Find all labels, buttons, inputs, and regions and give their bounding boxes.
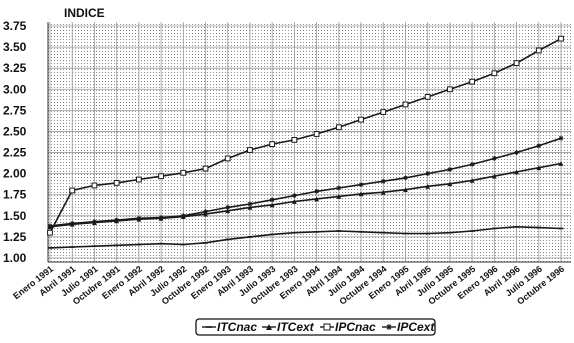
- series-ipcext-point: [269, 197, 275, 203]
- series-ipcnac-point: [380, 109, 387, 115]
- series-ipcnac-point: [180, 169, 187, 176]
- y-tick-label: 3.75: [3, 19, 27, 33]
- series-ipcext-line: [49, 137, 562, 227]
- series-ipcnac-point: [402, 101, 409, 108]
- series-itcext-point: [269, 202, 275, 208]
- series-itcext-point: [447, 181, 453, 187]
- series-ipcext-point: [558, 135, 564, 141]
- series-ipcnac-point: [491, 70, 498, 77]
- series-ipcnac-line: [49, 37, 562, 234]
- series-ipcnac-point: [335, 124, 342, 131]
- series-itcext-point: [314, 196, 320, 202]
- series-itcext-point: [536, 165, 542, 171]
- series-ipcnac-point: [424, 93, 431, 100]
- series-ipcext-point: [447, 167, 453, 172]
- series-itcext-line: [49, 162, 562, 228]
- y-tick-label: 3.25: [3, 61, 27, 75]
- series-ipcnac-point: [69, 187, 76, 194]
- series-ipcext-point: [136, 215, 142, 221]
- series-ipcnac-point: [358, 116, 364, 123]
- y-axis: 3.75 3.50 3.25 3.00 2.75 2.50 2.25 2.00 1.75 1.50…: [3, 19, 49, 265]
- series-ipcext-point: [403, 175, 408, 181]
- series-ipcext-point: [203, 209, 208, 214]
- series-ipcnac-point: [135, 176, 142, 183]
- y-tick-label: 1.00: [3, 251, 27, 265]
- series-lines: [47, 35, 564, 249]
- y-tick-label: 1.75: [3, 188, 27, 202]
- series-ipcext-point: [536, 143, 542, 149]
- series-ipcext-point: [225, 204, 231, 210]
- series-itcext-point: [225, 208, 231, 214]
- series-ipcnac-point: [469, 78, 476, 85]
- series-ipcext-point: [247, 201, 253, 207]
- series-itcext-point: [425, 183, 431, 189]
- series-ipcnac-point: [558, 35, 564, 42]
- chart-title: INDICE: [64, 6, 105, 20]
- series-itcext-point: [291, 199, 297, 204]
- series-ipcext-point: [425, 171, 431, 177]
- series-itcext-point: [469, 177, 475, 183]
- y-tick-label: 2.25: [3, 146, 27, 160]
- series-ipcext-point: [491, 156, 497, 161]
- legend-itcnac-label: ITCnac: [217, 320, 257, 334]
- y-tick-label: 3.50: [3, 40, 27, 54]
- legend-ipcext-label: IPCext: [397, 320, 435, 334]
- series-ipcext-point: [180, 213, 186, 219]
- legend: ITCnac ITCext IPCnac IPCext: [195, 318, 436, 336]
- series-ipcnac-point: [291, 136, 298, 143]
- series-ipcnac-point: [113, 180, 120, 186]
- series-ipcnac-point: [158, 173, 164, 180]
- series-ipcnac-point: [535, 47, 542, 54]
- series-ipcext-point: [47, 223, 53, 229]
- series-ipcnac-point: [447, 86, 453, 93]
- legend-ipcnac-marker: [323, 323, 331, 331]
- series-itcext-point: [558, 161, 564, 166]
- series-ipcnac-point: [313, 131, 320, 137]
- series-ipcext-point: [314, 188, 320, 194]
- legend-itcext-label: ITCext: [277, 320, 315, 334]
- series-ipcext-point: [514, 150, 519, 155]
- series-ipcnac-point: [91, 182, 98, 189]
- series-ipcnac-point: [224, 155, 231, 162]
- series-ipcext-point: [336, 185, 342, 191]
- legend-ipcnac-label: IPCnac: [335, 320, 376, 334]
- y-tick-label: 2.00: [3, 167, 27, 181]
- series-ipcext-point: [291, 193, 297, 198]
- series-ipcext-point: [469, 161, 475, 167]
- series-ipcext-point: [158, 215, 164, 220]
- series-ipcext-point: [358, 182, 364, 188]
- series-ipcnac-point: [247, 147, 253, 153]
- y-tick-label: 1.50: [3, 209, 27, 223]
- series-itcext-point: [491, 173, 497, 179]
- series-itcext-point: [203, 211, 208, 217]
- y-tick-label: 2.75: [3, 103, 27, 117]
- series-ipcnac-point: [513, 60, 520, 67]
- series-itcext-point: [380, 189, 386, 195]
- plot-area: [48, 22, 571, 262]
- legend-ipcext-marker: [386, 324, 392, 330]
- series-ipcnac-point: [202, 165, 209, 172]
- series-ipcext-point: [69, 221, 75, 226]
- series-ipcext-point: [114, 217, 120, 223]
- series-ipcext-point: [380, 178, 386, 184]
- series-itcnac-line: [49, 225, 562, 249]
- series-itcext-point: [403, 187, 408, 193]
- y-tick-label: 1.25: [3, 230, 27, 244]
- y-tick-label: 2.50: [3, 124, 27, 138]
- legend-box: [195, 318, 436, 336]
- series-ipcnac-point: [269, 141, 276, 148]
- series-ipcnac-point: [47, 229, 53, 236]
- y-tick-label: 3.00: [3, 82, 27, 96]
- series-itcext-point: [514, 169, 519, 175]
- series-ipcext-point: [92, 219, 97, 225]
- series-itcext-point: [358, 191, 364, 197]
- series-itcext-point: [336, 194, 342, 199]
- legend-itcext-marker: [266, 324, 272, 330]
- series-itcext-point: [247, 204, 253, 210]
